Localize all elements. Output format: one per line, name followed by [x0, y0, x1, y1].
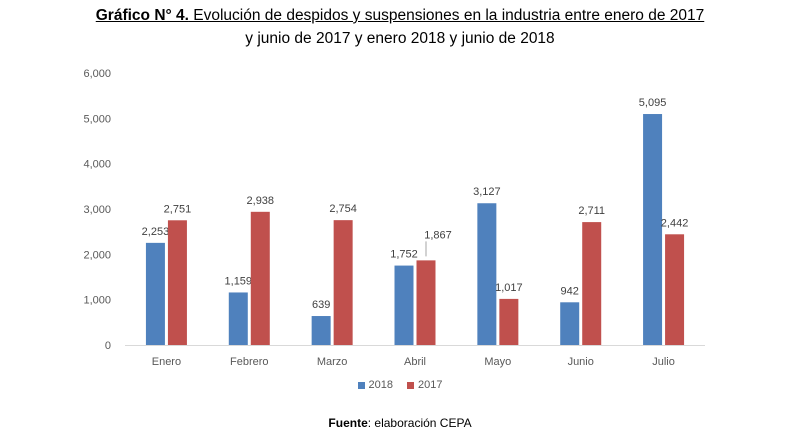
bar-2017-enero [167, 220, 187, 345]
legend: 2018 2017 [0, 379, 800, 391]
data-label: 2,938 [247, 195, 275, 207]
bar-2018-junio [560, 302, 580, 345]
x-tick-label: Marzo [317, 356, 348, 368]
source-note: Fuente: elaboración CEPA [0, 416, 800, 430]
bar-2018-enero [145, 242, 165, 345]
legend-item-2017: 2017 [407, 379, 442, 391]
data-label: 2,253 [142, 226, 170, 238]
data-label: 1,867 [424, 229, 452, 241]
x-tick-label: Abril [404, 356, 426, 368]
data-label: 1,159 [225, 275, 253, 287]
data-label: 3,127 [473, 186, 501, 198]
data-label: 2,711 [578, 205, 605, 217]
source-label: Fuente [328, 416, 368, 430]
bar-2018-julio [643, 114, 663, 345]
title-rest: Evolución de despidos y suspensiones en … [188, 7, 705, 24]
title-line2: y junio de 2017 y enero 2018 y junio de … [245, 30, 555, 47]
y-tick-label: 6,000 [83, 68, 111, 80]
y-tick-label: 3,000 [83, 204, 111, 216]
x-tick-label: Enero [152, 356, 181, 368]
bar-2018-mayo [477, 203, 497, 345]
bar-2017-junio [582, 222, 602, 345]
y-tick-label: 0 [105, 340, 111, 352]
data-label: 942 [561, 285, 579, 297]
data-label: 2,442 [661, 217, 689, 229]
title-lead: Gráfico N° 4. [95, 7, 189, 24]
y-tick-label: 5,000 [83, 113, 111, 125]
chart-title: Gráfico N° 4. Evolución de despidos y su… [0, 4, 800, 50]
x-tick-label: Mayo [484, 356, 511, 368]
bar-2017-marzo [333, 220, 353, 345]
source-text: : elaboración CEPA [367, 416, 472, 430]
data-label: 2,751 [164, 203, 192, 215]
bar-2017-julio [665, 234, 685, 345]
data-label: 639 [312, 299, 330, 311]
legend-swatch [407, 381, 414, 389]
bar-2017-mayo [499, 298, 519, 345]
y-tick-label: 1,000 [83, 295, 111, 307]
x-tick-label: Julio [652, 356, 675, 368]
x-tick-label: Junio [568, 356, 594, 368]
y-tick-label: 2,000 [83, 249, 111, 261]
legend-item-2018: 2018 [357, 379, 393, 391]
y-tick-label: 4,000 [83, 159, 111, 171]
bar-2017-abril [416, 260, 436, 345]
bar-2017-febrero [250, 211, 270, 345]
data-label: 1,017 [495, 282, 523, 294]
bar-2018-febrero [228, 292, 248, 345]
bar-2018-marzo [311, 316, 331, 345]
legend-label: 2017 [418, 379, 443, 391]
x-tick-label: Febrero [230, 356, 269, 368]
legend-label: 2018 [368, 379, 393, 391]
data-label: 5,095 [639, 97, 667, 109]
bar-2018-abril [394, 265, 414, 345]
data-label: 2,754 [329, 203, 357, 215]
data-label: 1,752 [390, 249, 418, 261]
legend-swatch [357, 381, 365, 389]
